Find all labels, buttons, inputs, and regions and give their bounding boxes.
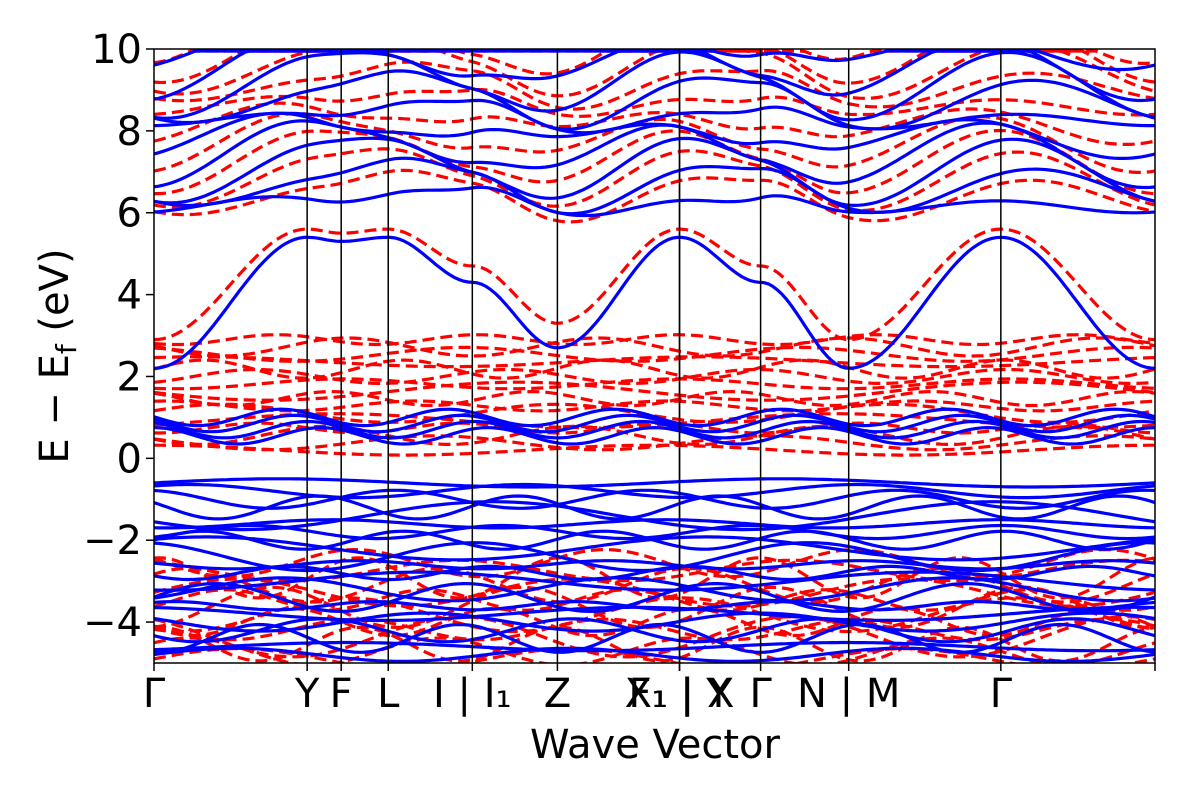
band-curve-solid	[154, 535, 1155, 562]
band-curve-dashed	[154, 647, 1155, 663]
band-curve-solid	[154, 570, 1155, 592]
band-curve-solid	[154, 494, 1155, 521]
kpoint-lines	[306, 49, 1002, 663]
band-curve-dashed	[154, 147, 1155, 213]
x-axis-title: Wave Vector	[530, 722, 781, 768]
band-curve-solid	[154, 582, 1155, 614]
band-curve-dashed	[154, 380, 1155, 402]
band-curve-solid	[154, 235, 1155, 370]
band-curve-solid	[154, 646, 1155, 663]
band-curve-dashed	[154, 88, 1155, 118]
y-tick-label: 6	[117, 191, 142, 237]
y-tick-label: 2	[117, 354, 142, 400]
band-curve-solid	[154, 111, 1155, 160]
band-curve-dashed	[154, 336, 1155, 358]
band-curve-solid	[154, 640, 1155, 653]
plot-frame	[153, 48, 1156, 664]
x-tick-label: Γ	[749, 671, 772, 717]
y-tick-label: 0	[117, 436, 142, 482]
bands-layer	[154, 49, 1155, 663]
x-tick-label: F	[330, 671, 353, 717]
band-curve-dashed	[154, 434, 1155, 452]
band-curve-dashed	[154, 399, 1155, 413]
y-axis-title-unit: (eV)	[32, 248, 78, 344]
band-curve-dashed	[154, 625, 1155, 663]
y-tick-label: 4	[117, 273, 142, 319]
band-curve-solid	[154, 49, 1155, 72]
band-curve-solid	[154, 500, 1155, 532]
x-tick-label: L	[377, 671, 400, 717]
y-tick-label: −2	[83, 518, 142, 564]
band-curve-solid	[154, 523, 1155, 541]
band-curve-dashed	[154, 421, 1155, 435]
band-curve-solid	[154, 559, 1155, 571]
y-tick-label: 8	[117, 109, 142, 155]
band-curve-dashed	[154, 128, 1155, 196]
band-curve-solid	[154, 50, 1155, 122]
y-axis-title-main: E − E	[32, 354, 78, 464]
y-axis-title: E − Ef (eV)	[32, 248, 83, 463]
band-curve-dashed	[154, 345, 1155, 363]
band-curve-solid	[154, 156, 1155, 216]
band-curve-dashed	[154, 377, 1155, 391]
x-tick-label: Z	[544, 671, 571, 717]
band-curve-solid	[154, 185, 1155, 218]
band-curve-solid	[154, 518, 1155, 530]
band-curve-dashed	[154, 577, 1155, 608]
band-curve-dashed	[154, 60, 1155, 111]
x-tick-label: F₁ | Y	[628, 671, 731, 717]
band-curve-solid	[154, 617, 1155, 644]
band-curve-dashed	[154, 443, 1155, 457]
band-curve-dashed	[154, 101, 1155, 146]
band-curve-dashed	[154, 168, 1155, 224]
band-curve-solid	[154, 576, 1155, 603]
y-axis-title-sub: f	[50, 343, 83, 354]
x-tick-label: X₁ | X	[625, 671, 735, 717]
band-curve-solid	[154, 407, 1155, 428]
band-curve-solid	[154, 419, 1155, 440]
x-tick-label: Γ	[990, 671, 1013, 717]
band-curve-solid	[154, 425, 1155, 446]
band-curve-solid	[154, 69, 1155, 131]
band-curve-dashed	[154, 333, 1155, 347]
x-tick-label: Y	[294, 671, 320, 717]
band-curve-solid	[154, 477, 1155, 489]
x-tick-label: Γ	[143, 671, 166, 717]
band-curve-solid	[154, 98, 1155, 135]
y-ticks: −4 −2 0 2 4 6 8 10	[83, 27, 154, 646]
band-curve-dashed	[154, 227, 1155, 342]
band-curve-dashed	[154, 596, 1155, 634]
band-curve-solid	[154, 136, 1155, 208]
y-tick-label: −4	[83, 600, 142, 646]
x-tick-label: I | I₁	[433, 671, 512, 717]
y-tick-label: 10	[91, 27, 142, 73]
band-curve-solid	[154, 413, 1155, 434]
band-curve-dashed	[154, 389, 1155, 408]
x-tick-label: N | M	[797, 671, 900, 717]
band-curve-solid	[154, 488, 1155, 510]
